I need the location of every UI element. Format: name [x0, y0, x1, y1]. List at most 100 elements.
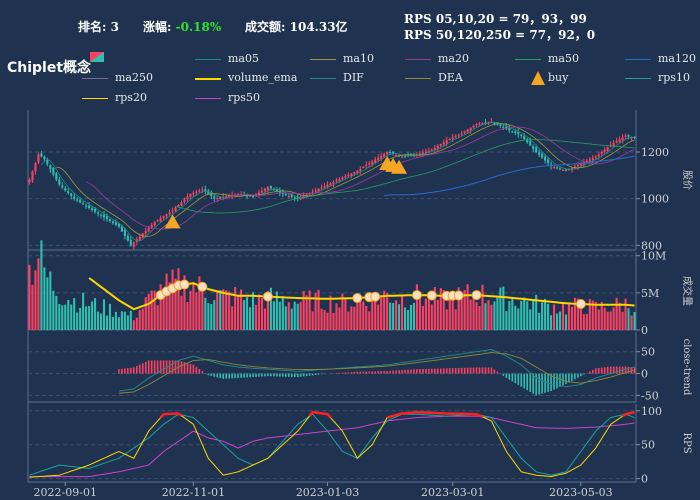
change-label: 涨幅: -0.18%	[143, 18, 221, 35]
volume-bar	[365, 306, 368, 330]
volume-bar	[156, 305, 159, 330]
legend-line-rps50	[195, 98, 221, 99]
candle-body	[514, 131, 517, 133]
candle-body	[85, 205, 88, 207]
candle-body	[40, 153, 43, 157]
candle-body	[28, 180, 31, 183]
volume-bar	[302, 290, 305, 330]
volume-bar	[231, 306, 234, 330]
volume-bar	[362, 301, 365, 330]
candle-body	[243, 194, 246, 196]
volume-tick-label: 0	[641, 324, 648, 337]
candle-body	[293, 197, 296, 199]
volume-bar	[248, 307, 252, 330]
candle-body	[192, 192, 195, 194]
volume-bar	[159, 284, 162, 330]
volume-bar	[493, 301, 496, 330]
legend-line-DEA	[405, 78, 431, 79]
volume-bar	[207, 303, 210, 330]
candle-body	[73, 196, 76, 199]
candle-body	[311, 191, 314, 193]
x-tick-label: 2023-05-03	[549, 486, 612, 499]
volume-bar	[34, 270, 37, 330]
volume-signal-dot	[352, 293, 363, 304]
chart-title: Chiplet概念	[7, 60, 92, 76]
volume-bar	[588, 299, 591, 330]
candle-body	[448, 138, 451, 140]
candle-body	[219, 197, 222, 199]
volume-bar	[43, 267, 46, 330]
volume-bar	[260, 298, 264, 330]
candle-body	[508, 127, 511, 131]
macd-tick-label: 50	[641, 346, 655, 359]
candle-body	[278, 190, 281, 193]
volume-bar	[612, 307, 615, 330]
volume-bar	[398, 304, 401, 330]
candle-body	[621, 137, 624, 141]
volume-bar	[49, 271, 52, 330]
volume-bar	[180, 295, 183, 330]
legend-line-ma250	[82, 78, 108, 79]
volume-bar	[469, 299, 472, 330]
legend-line-rps20	[82, 98, 108, 99]
volume-signal-dot	[411, 290, 422, 301]
volume-bar	[532, 300, 535, 330]
volume-bar	[99, 313, 103, 330]
rps20-line	[29, 411, 635, 478]
volume-bar	[58, 304, 61, 330]
candle-body	[111, 221, 114, 223]
rps-long-text: RPS 50,120,250 = 77，92，0	[404, 28, 596, 42]
candle-body	[567, 169, 570, 171]
candle-body	[517, 132, 520, 135]
volume-bar	[308, 290, 311, 330]
candle-body	[481, 123, 484, 125]
volume-bar	[555, 313, 559, 330]
rank-label-text: 排名:	[78, 20, 107, 34]
candle-body	[323, 186, 326, 188]
candle-body	[523, 136, 526, 139]
volume-bar	[502, 286, 505, 330]
volume-bar	[234, 287, 237, 330]
x-tick-label: 2022-09-01	[34, 486, 97, 499]
candle-body	[94, 208, 97, 212]
volume-bar	[201, 287, 204, 330]
candle-body	[290, 194, 293, 197]
candle-body	[558, 168, 562, 170]
volume-bar	[591, 300, 594, 330]
candle-body	[52, 167, 55, 175]
volume-bar	[463, 290, 466, 330]
legend-label-rps20: rps20	[115, 91, 147, 104]
volume-bar	[439, 288, 442, 330]
candle-body	[538, 152, 541, 155]
candle-body	[561, 169, 565, 171]
volume-bar	[144, 297, 147, 330]
volume-bar	[442, 290, 445, 330]
volume-bar	[272, 301, 275, 330]
candle-body	[260, 190, 264, 193]
volume-bar	[359, 300, 362, 330]
volume-bar	[126, 315, 129, 330]
legend-line-ma05	[195, 59, 221, 60]
candle-swatch-icon	[90, 52, 104, 62]
candle-body	[177, 204, 180, 207]
volume-bar	[216, 291, 219, 330]
candle-body	[544, 156, 547, 161]
volume-bar	[481, 284, 484, 330]
volume-bar	[400, 295, 404, 330]
volume-bar	[356, 299, 359, 330]
volume-bar	[165, 273, 168, 330]
volume-bar	[85, 306, 88, 330]
candle-body	[383, 153, 386, 158]
volume-bar	[94, 298, 97, 330]
candle-body	[102, 214, 106, 218]
volume-signal-dot	[370, 291, 381, 302]
legend-label-ma20: ma20	[438, 52, 469, 65]
candle-body	[275, 189, 278, 192]
volume-bar	[609, 311, 612, 330]
volume-bar	[228, 291, 231, 330]
candle-body	[529, 141, 532, 146]
volume-bar	[603, 307, 606, 330]
candle-body	[228, 195, 231, 198]
candle-body	[555, 167, 559, 169]
legend-line-ma50	[515, 59, 541, 60]
